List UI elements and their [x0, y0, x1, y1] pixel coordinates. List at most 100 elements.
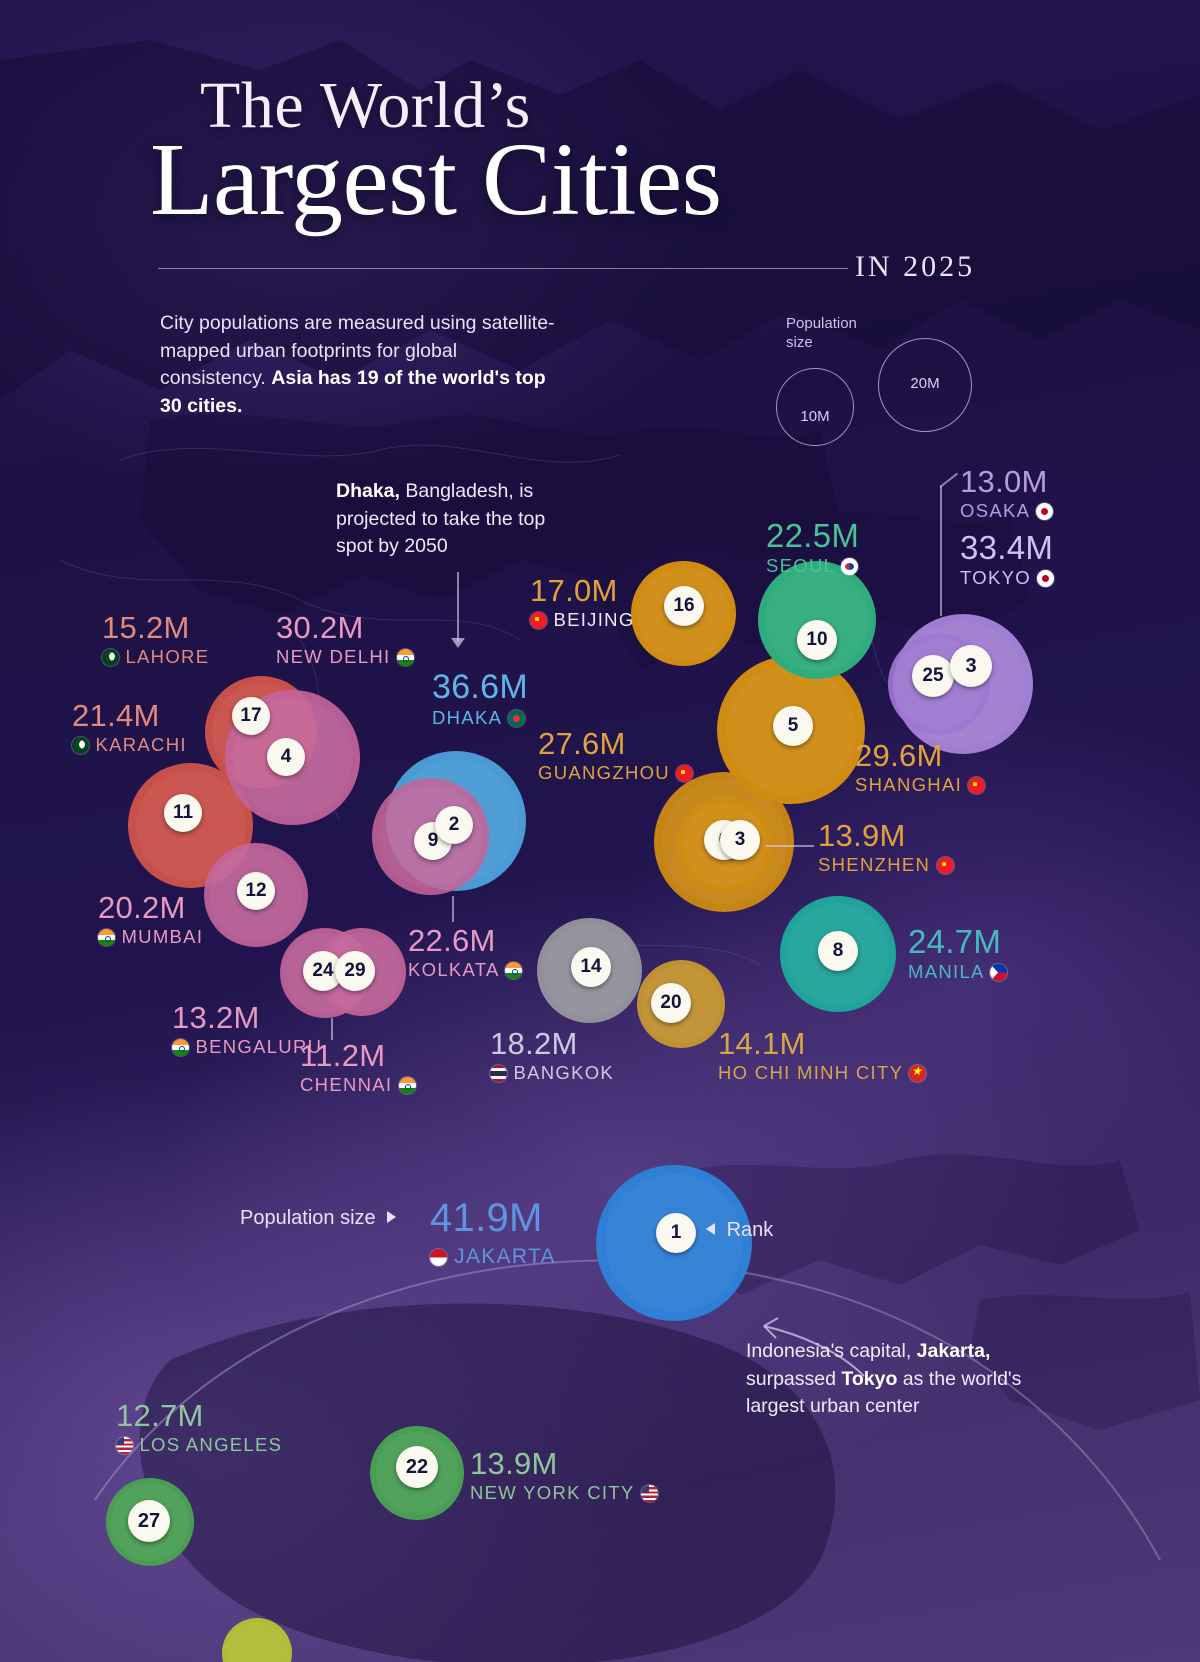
annotation-dhaka-bold: Dhaka,	[336, 480, 400, 502]
label-lahore-name: LAHORE	[125, 646, 210, 667]
label-tokyo-name: TOKYO	[960, 567, 1031, 588]
flag-china-icon-2	[676, 765, 694, 782]
label-karachi-name: KARACHI	[95, 734, 187, 755]
label-los-angeles: 12.7M LOS ANGELES	[116, 1400, 282, 1458]
label-dhaka-value: 36.6M	[432, 668, 528, 706]
page-title-line-2: Largest Cities	[150, 122, 722, 237]
label-shenzhen: 13.9M SHENZHEN	[818, 820, 954, 878]
label-bangkok: 18.2M BANGKOK	[490, 1028, 614, 1086]
label-lahore: 15.2M LAHORE	[102, 612, 209, 670]
label-shanghai: 29.6M SHANGHAI	[855, 738, 986, 798]
flag-india-icon-2	[98, 929, 115, 946]
rank-badge-2[interactable]: 2	[435, 806, 473, 844]
label-hcmc-value: 14.1M	[718, 1026, 806, 1061]
legend-jakarta-label: 41.9M JAKARTA	[430, 1198, 556, 1271]
flag-usa-icon-2	[640, 1485, 658, 1502]
rank-badge-4[interactable]: 4	[267, 738, 305, 776]
rank-badge-3[interactable]: 3	[950, 645, 992, 687]
flag-india-icon-4	[172, 1039, 189, 1056]
label-chennai: 11.2M CHENNAI	[300, 1040, 416, 1098]
legend-circle-10m-label: 10M	[800, 407, 830, 425]
intro-text-bold: Asia has 19 of the world's top 30 cities…	[160, 367, 546, 418]
flag-china-icon	[530, 612, 547, 629]
rank-badge-20[interactable]: 20	[651, 983, 691, 1023]
rank-badge-1[interactable]: 1	[656, 1213, 696, 1253]
annotation-jakarta-curved-arrow	[763, 1317, 865, 1377]
rank-badge-23-label: 3	[734, 829, 746, 850]
bubble-beijing[interactable]	[631, 561, 736, 666]
label-osaka: 13.0M OSAKA	[960, 466, 1053, 524]
flag-vietnam-icon	[909, 1065, 927, 1082]
label-new-york-name: NEW YORK CITY	[470, 1482, 635, 1503]
rank-badge-17[interactable]: 17	[232, 697, 270, 735]
rank-badge-25[interactable]: 25	[912, 655, 954, 697]
rank-badge-17-label: 17	[240, 705, 262, 726]
label-beijing-name: BEIJING	[553, 609, 635, 630]
label-guangzhou: 27.6M GUANGZHOU	[538, 728, 694, 786]
rank-badge-24[interactable]: 24	[303, 951, 343, 991]
label-bengaluru: 13.2M BENGALURU	[172, 1002, 322, 1060]
rank-badge-22[interactable]: 22	[396, 1446, 438, 1488]
label-los-angeles-name: LOS ANGELES	[139, 1434, 283, 1455]
rank-badge-10[interactable]: 10	[797, 620, 837, 660]
rank-badge-27-label: 27	[137, 1509, 161, 1532]
label-shanghai-name: SHANGHAI	[855, 774, 963, 795]
label-chennai-name: CHENNAI	[300, 1074, 393, 1095]
label-bangkok-name: BANGKOK	[513, 1062, 615, 1083]
label-bengaluru-value: 13.2M	[172, 1000, 260, 1035]
label-beijing: 17.0M BEIJING	[530, 575, 635, 633]
page-title-line-1: The World’s	[200, 69, 531, 142]
flag-pakistan-icon-2	[72, 737, 89, 754]
rank-badge-1-label: 1	[670, 1222, 682, 1243]
year-label: IN 2025	[855, 250, 976, 283]
annotation-dhaka: Dhaka, Bangladesh, is projected to take …	[336, 478, 576, 561]
rank-badge-9-label: 9	[427, 830, 439, 851]
annotation-jakarta-pre: Indonesia's capital,	[746, 1340, 917, 1362]
flag-india-icon-3	[505, 962, 523, 979]
label-chennai-leader-line	[331, 1018, 333, 1040]
legend-rank-text: Rank	[726, 1219, 774, 1241]
label-osaka-value: 13.0M	[960, 464, 1048, 499]
label-los-angeles-value: 12.7M	[116, 1398, 204, 1433]
label-shanghai-value: 29.6M	[855, 738, 943, 773]
flag-pakistan-icon	[102, 649, 119, 666]
label-shenzhen-value: 13.9M	[818, 818, 906, 853]
flag-bangladesh-icon	[507, 710, 525, 727]
bubble-shanghai[interactable]	[717, 656, 865, 804]
annotation-jakarta: Indonesia's capital, Jakarta, surpassed …	[746, 1338, 1066, 1421]
title-divider	[158, 268, 848, 269]
label-tokyo: 33.4M TOKYO	[960, 531, 1055, 591]
label-osaka-name: OSAKA	[960, 500, 1030, 521]
rank-badge-5[interactable]: 5	[773, 706, 813, 746]
rank-badge-29[interactable]: 29	[335, 951, 375, 991]
label-manila-value: 24.7M	[908, 923, 1002, 960]
label-bangkok-value: 18.2M	[490, 1026, 578, 1061]
label-guangzhou-name: GUANGZHOU	[538, 762, 670, 783]
rank-badge-11[interactable]: 11	[164, 794, 202, 832]
intro-paragraph: City populations are measured using sate…	[160, 310, 560, 421]
annotation-jakarta-post: as the world's largest urban center	[746, 1367, 1022, 1418]
bubble-partial-bottom	[222, 1618, 292, 1662]
rank-badge-4-label: 4	[280, 746, 292, 767]
label-osaka-leader-line	[940, 486, 942, 616]
rank-badge-8[interactable]: 8	[818, 931, 858, 971]
rank-badge-14[interactable]: 14	[571, 947, 611, 987]
annotation-jakarta-bold-1: Jakarta,	[916, 1340, 991, 1362]
flag-india-icon-5	[398, 1077, 416, 1094]
label-seoul-value: 22.5M	[766, 517, 860, 554]
label-hcmc-name: HO CHI MINH CITY	[718, 1062, 903, 1083]
arrow-left-icon	[706, 1223, 715, 1235]
rank-badge-12[interactable]: 12	[237, 872, 275, 910]
label-manila: 24.7M MANILA	[908, 923, 1008, 985]
label-new-delhi-name: NEW DELHI	[276, 646, 391, 667]
legend-circle-10m: 10M	[776, 368, 854, 446]
label-mumbai: 20.2M MUMBAI	[98, 892, 203, 950]
rank-badge-10-label: 10	[806, 629, 828, 650]
rank-badge-16[interactable]: 16	[664, 586, 704, 626]
label-new-york-value: 13.9M	[470, 1446, 558, 1481]
rank-badge-27[interactable]: 27	[128, 1500, 170, 1542]
rank-badge-2-label: 2	[448, 814, 460, 835]
rank-badge-23[interactable]: 3	[720, 820, 760, 860]
annotation-jakarta-mid: surpassed	[746, 1367, 842, 1390]
